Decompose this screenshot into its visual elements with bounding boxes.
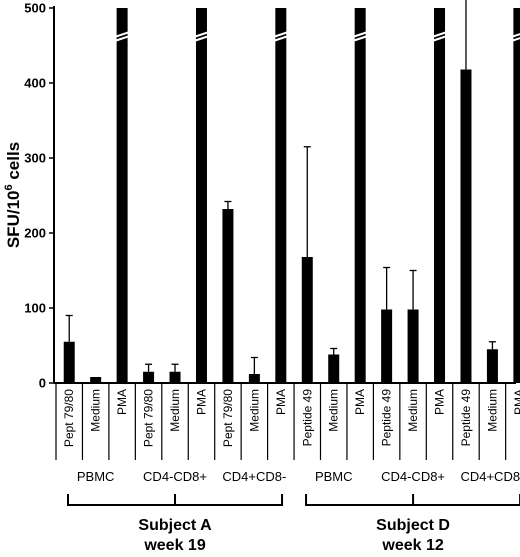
bar: [301, 257, 313, 383]
group-label: CD4-CD8+: [381, 469, 445, 484]
category-label: PMA: [115, 389, 129, 415]
axis-break-mark: [431, 31, 448, 38]
y-tick-label: 100: [24, 301, 46, 316]
axis-break-mark: [193, 31, 210, 38]
category-label: Medium: [485, 389, 499, 432]
group-label: CD4+CD8-: [222, 469, 286, 484]
axis-break-mark: [114, 35, 130, 42]
group-label: CD4+CD8-: [460, 469, 520, 484]
bar: [143, 371, 155, 383]
bar: [513, 8, 520, 383]
axes: 0 100 200 300 400 500: [24, 1, 516, 391]
subject-week-label: week 12: [381, 537, 443, 554]
category-label: Medium: [406, 389, 420, 432]
bar: [460, 69, 472, 383]
y-axis-label-superscript: 6: [3, 184, 15, 190]
bar: [248, 374, 260, 383]
axis-break-mark: [273, 35, 289, 42]
y-tick-label: 400: [24, 76, 46, 91]
bar: [381, 309, 393, 383]
bar: [407, 309, 419, 383]
axis-break-mark: [114, 31, 130, 38]
category-label: Pept 79/80: [221, 389, 235, 447]
bar: [222, 209, 234, 383]
axis-break-mark: [273, 31, 289, 38]
group-label: CD4-CD8+: [143, 469, 207, 484]
category-label: Pept 79/80: [62, 389, 76, 447]
axis-break-mark: [511, 33, 520, 38]
axis-break-mark: [193, 35, 210, 42]
category-label: PMA: [353, 389, 367, 415]
category-label: Pept 79/80: [142, 389, 156, 447]
y-tick-label: 300: [24, 151, 46, 166]
bar: [328, 354, 340, 383]
bar: [116, 8, 128, 383]
category-label: Peptide 49: [459, 389, 473, 447]
bar: [169, 371, 181, 383]
subject-label: Subject A: [138, 517, 212, 534]
bar: [275, 8, 287, 383]
category-label: Medium: [247, 389, 261, 432]
y-tick-label: 0: [39, 376, 46, 391]
axis-break-mark: [431, 35, 448, 42]
bar: [195, 8, 207, 383]
bar: [354, 8, 366, 383]
group-label: PBMC: [315, 469, 353, 484]
y-axis-label: SFU/106 cells: [3, 142, 23, 248]
bar: [486, 349, 498, 383]
y-tick-label: 200: [24, 226, 46, 241]
bars: [63, 0, 520, 383]
category-label: PMA: [194, 389, 208, 415]
bar: [63, 341, 75, 383]
category-label: Medium: [327, 389, 341, 432]
axis-break-mark: [352, 35, 368, 42]
labels: Pept 79/80 Medium PMA Pept 79/80 Medium PMA Pe…: [55, 383, 520, 554]
category-label: Peptide 49: [300, 389, 314, 447]
axis-break-mark: [352, 31, 368, 38]
group-label: PBMC: [77, 469, 115, 484]
axis-break-mark: [511, 37, 520, 42]
category-label: Medium: [168, 389, 182, 432]
category-label: PMA: [433, 389, 447, 415]
subject-label: Subject D: [376, 517, 450, 534]
category-label: PMA: [274, 389, 288, 415]
category-label: PMA: [512, 389, 520, 415]
category-label: Peptide 49: [380, 389, 394, 447]
subject-week-label: week 19: [143, 537, 205, 554]
y-tick-label: 500: [24, 1, 46, 16]
category-label: Medium: [89, 389, 103, 432]
bar: [90, 377, 102, 383]
bar: [434, 8, 446, 383]
